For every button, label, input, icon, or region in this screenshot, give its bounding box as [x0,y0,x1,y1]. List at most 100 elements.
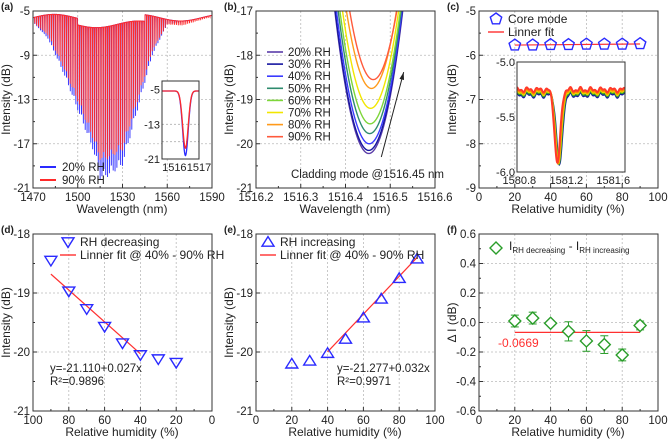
x-axis-label: Wavelength (nm) [77,202,168,216]
pentagon-marker [489,12,503,25]
legend-label: 90% RH [62,175,105,187]
tri-up-marker [284,357,300,369]
legend-label: 80% RH [288,120,331,132]
tri-down-marker [115,338,130,350]
y-tick-label: -9 [466,183,476,195]
tri-down-marker [97,321,112,334]
plot-frame [255,10,436,189]
panel-a: 1470 1500 1530 1560 1590 -5 -9 -13 -17 -21 Wavelen… [0,2,225,216]
tri-up-marker [338,332,353,344]
legend-label: RH decreasing [80,235,159,249]
panel-label: (b) [224,2,237,13]
fit-r-squared: R²=0.9971 [337,376,391,388]
tri-down-marker [133,350,148,362]
x-axis-label: Wavelength (nm) [300,202,391,216]
curve-50rh [337,11,402,135]
x-tick-label: 1516.2 [238,192,273,204]
panel-label: (d) [1,225,14,236]
tri-down-marker [60,237,76,249]
x-tick-label: 40 [544,192,557,204]
y-tick-label: -19 [13,288,30,300]
inset-x-tick-label: 1580.8 [503,175,537,187]
curve-40rh [335,11,403,145]
tri-up-marker [320,346,335,359]
x-axis-label: Relative humidity (%) [511,425,624,439]
x-tick-label: 20 [508,415,521,427]
y-tick-label: -9 [20,50,30,62]
inset-background [517,62,625,172]
plot-frame [478,233,659,412]
inset-x-tick-label: 1581.6 [596,175,630,187]
panel-label: (c) [447,2,459,13]
legend-label: 30% RH [288,59,331,71]
x-tick-label: 80 [616,415,629,427]
legend-text: - I [565,239,579,253]
diamond-marker [579,333,594,348]
trend-arrow [380,71,405,158]
tri-up-marker [356,311,371,323]
panel-label: (f) [447,225,457,236]
inset-y-tick-label: -13 [144,119,160,131]
y-tick-label: -20 [236,347,253,359]
x-tick-label: 100 [648,192,667,204]
diamond-marker [597,337,612,352]
panel-f: 0 20 40 60 80 100 0.6 0.4 0.2 0.0 -0.2 -0.4 -0.6 Rela… [445,225,668,439]
legend-label: 70% RH [288,108,331,120]
x-tick-label: 20 [285,415,298,427]
y-axis-label: Intensity (dB) [222,287,236,358]
legend-label: 20% RH [62,162,105,174]
legend-label: 90% RH [288,132,331,144]
legend-label: Linner fit @ 40% - 90% RH [280,248,424,262]
inset-y-tick-label: -5.5 [496,112,515,124]
tri-down-marker [61,286,77,298]
inset-y-tick-label: -6.0 [496,167,515,179]
grid [256,11,435,188]
x-tick-label: 20 [508,192,521,204]
plot-area [334,11,404,155]
inset-y-tick-label: -5.0 [496,57,515,69]
fit-equation: y=-21.277+0.032x [337,363,430,375]
legend-label: Linner fit @ 40% - 90% RH [80,248,224,262]
legend-label: Linner fit [508,25,555,39]
x-tick-label: 1470 [20,192,46,204]
x-tick-label: 0 [253,415,259,427]
y-tick-label: -21 [13,406,30,418]
y-tick-label: -19 [236,288,253,300]
legend-label: 20% RH [288,47,331,59]
tri-down-marker [168,357,184,370]
y-tick-label: -19 [236,95,253,107]
legend-subscript: RH decreasing [512,246,565,255]
y-tick-label: -0.2 [456,347,476,359]
y-tick-label: -0.6 [456,406,476,418]
x-tick-label: 60 [357,415,370,427]
pentagon-marker [579,37,593,50]
x-tick-label: 1500 [65,192,91,204]
plot-frame [32,10,213,189]
x-tick-label: 1560 [154,192,180,204]
y-tick-label: -5 [466,6,476,18]
annotation: Cladding mode @1516.45 nm [291,169,444,181]
y-tick-label: -18 [13,229,30,241]
inset-line-4 [516,85,626,165]
inset-x-tick-label: 1516 [162,162,186,174]
tri-up-marker [374,292,389,304]
y-tick-label: -13 [13,95,30,107]
x-axis-label: Relative humidity (%) [288,425,401,439]
diamond-marker [633,318,648,333]
tri-down-marker [79,304,94,316]
x-tick-label: 1590 [199,192,225,204]
x-tick-label: 0 [209,415,215,427]
inset-x-tick-label: 1581.2 [549,175,583,187]
x-tick-label: 80 [616,192,629,204]
x-axis-label: Relative humidity (%) [65,425,178,439]
inset-y-tick-label: -5 [150,85,160,97]
y-axis-label: Intensity (dB) [0,64,13,135]
inset-frame [161,80,200,160]
tri-down-marker [43,255,59,268]
x-tick-label: 40 [544,415,557,427]
x-tick-label: 0 [476,192,482,204]
fit-line [327,257,418,353]
y-tick-label: -17 [236,6,253,18]
curve-90rh [348,11,398,81]
